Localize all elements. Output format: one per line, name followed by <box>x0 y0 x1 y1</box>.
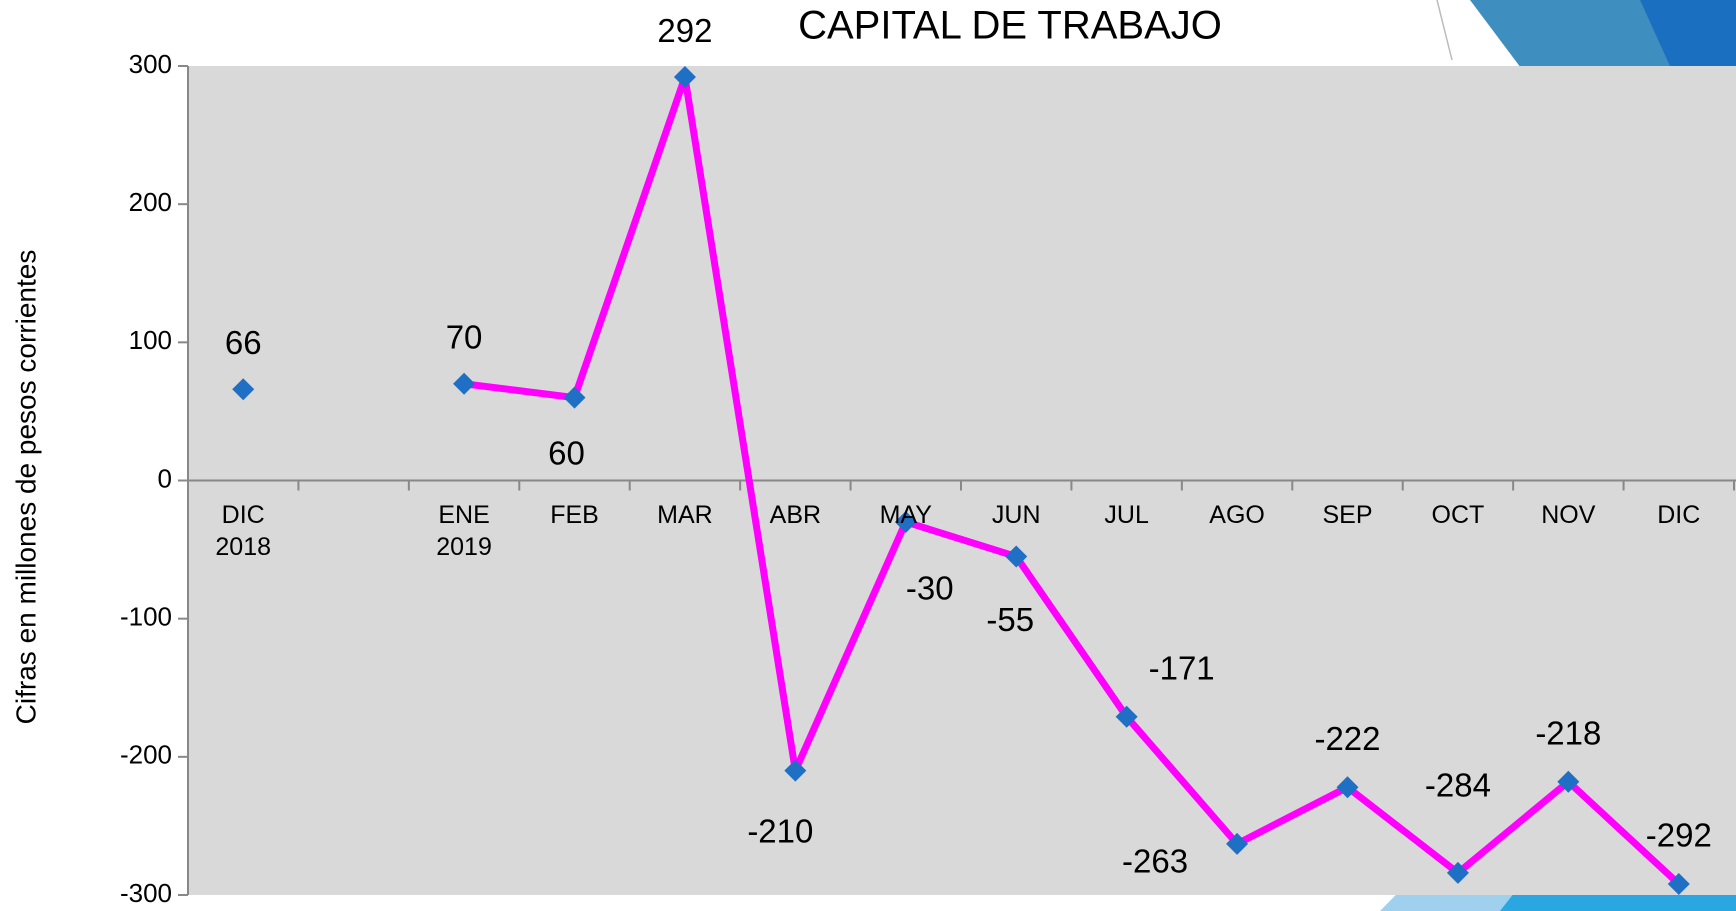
data-label: -218 <box>1535 714 1601 751</box>
x-tick-label: DIC 2018 <box>215 500 272 561</box>
marker <box>784 759 807 782</box>
x-tick-label: JUL <box>1104 500 1149 529</box>
x-tick-label: DIC <box>1657 500 1701 529</box>
marker <box>1446 861 1469 884</box>
y-tick-label: -300 <box>120 878 172 908</box>
marker <box>1226 832 1249 855</box>
x-tick-label: JUN <box>991 500 1041 529</box>
y-tick-label: 0 <box>158 463 172 493</box>
marker <box>894 510 917 533</box>
x-tick-label: MAR <box>657 500 713 529</box>
y-tick-label: 100 <box>129 325 172 355</box>
marker <box>1115 705 1138 728</box>
x-tick-label: OCT <box>1431 500 1485 529</box>
x-tick-label: FEB <box>550 500 599 529</box>
data-label: -292 <box>1646 817 1712 854</box>
y-tick-label: 300 <box>129 49 172 79</box>
marker <box>1667 872 1690 895</box>
y-axis-label: Cifras en millones de pesos corrientes <box>10 250 41 725</box>
x-tick-label: NOV <box>1541 500 1596 529</box>
marker <box>232 378 255 401</box>
data-label: -210 <box>747 812 813 849</box>
x-tick-label: MAY <box>879 500 932 529</box>
x-tick-label: AGO <box>1209 500 1265 529</box>
decoration <box>1436 0 1453 61</box>
data-label: -284 <box>1425 767 1491 804</box>
data-label: -222 <box>1314 720 1380 757</box>
data-label: 66 <box>225 324 262 361</box>
data-label: 292 <box>657 12 712 49</box>
x-tick-label: ABR <box>769 500 822 529</box>
y-tick-label: -200 <box>120 740 172 770</box>
marker <box>453 372 476 395</box>
y-tick-label: 200 <box>129 187 172 217</box>
data-label: 70 <box>446 319 483 356</box>
chart-title: CAPITAL DE TRABAJO <box>798 4 1222 48</box>
marker <box>1005 545 1028 568</box>
marker <box>1336 776 1359 799</box>
data-label: -263 <box>1122 843 1188 880</box>
x-tick-label: ENE 2019 <box>436 500 492 561</box>
data-line <box>463 73 1682 887</box>
x-tick-label: SEP <box>1322 500 1373 529</box>
data-label: -55 <box>986 601 1034 638</box>
marker <box>563 386 586 409</box>
marker <box>673 66 696 89</box>
data-label: -171 <box>1149 649 1215 686</box>
data-label: 60 <box>548 434 585 471</box>
marker <box>1557 770 1580 793</box>
y-tick-label: -100 <box>120 602 172 632</box>
data-label: -30 <box>906 570 954 607</box>
